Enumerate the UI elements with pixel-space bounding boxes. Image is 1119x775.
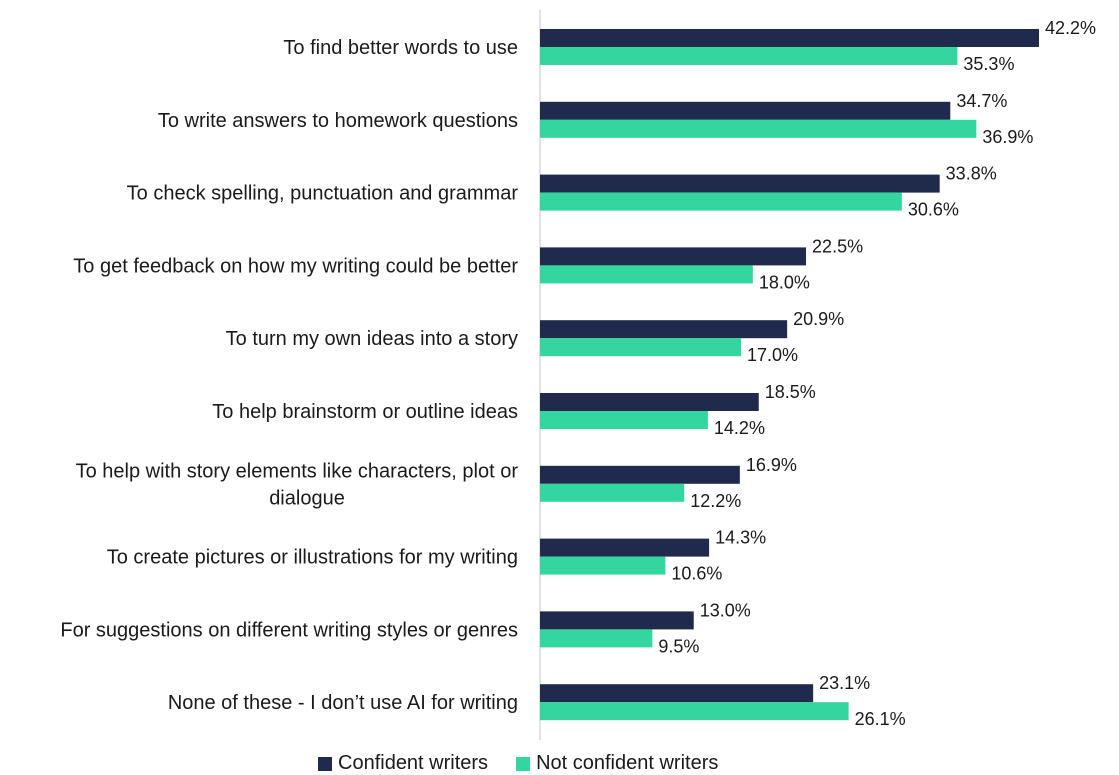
data-label: 34.7%: [956, 91, 1007, 111]
category-label: To help with story elements like charact…: [76, 460, 519, 482]
data-label: 33.8%: [946, 164, 997, 184]
bar: [540, 483, 685, 502]
data-label: 36.9%: [982, 127, 1033, 147]
data-label: 20.9%: [793, 309, 844, 329]
legend-swatch-not-confident: [516, 756, 531, 771]
data-label: 35.3%: [963, 54, 1014, 74]
data-label: 42.2%: [1045, 18, 1096, 38]
bar: [540, 702, 849, 721]
category-label: To find better words to use: [283, 37, 518, 59]
data-label: 13.0%: [700, 600, 751, 620]
data-label: 16.9%: [746, 455, 797, 475]
data-label: 30.6%: [908, 200, 959, 220]
bar: [540, 29, 1039, 47]
legend-swatch-confident: [318, 756, 332, 771]
category-label: dialogue: [269, 487, 345, 509]
bar: [540, 320, 788, 339]
category-label: To check spelling, punctuation and gramm…: [127, 183, 519, 205]
bar: [540, 411, 708, 429]
data-label: 17.0%: [747, 345, 798, 365]
data-label: 14.2%: [714, 418, 765, 438]
bar: [540, 101, 951, 120]
bar-chart: To find better words to use 42.2% 35.3% To …: [60, 10, 1096, 740]
data-label: 22.5%: [812, 236, 863, 256]
category-label: To turn my own ideas into a story: [226, 328, 518, 350]
legend-item-not-confident: Not confident writers: [516, 752, 718, 775]
bar: [540, 538, 710, 557]
bar: [540, 265, 753, 284]
bar: [540, 556, 666, 575]
legend-label-not-confident: Not confident writers: [536, 752, 719, 774]
data-label: 26.1%: [855, 709, 906, 729]
bar: [540, 247, 807, 266]
category-label: For suggestions on different writing sty…: [60, 619, 518, 641]
data-label: 18.5%: [765, 382, 816, 402]
bar: [540, 338, 742, 357]
bar: [540, 119, 977, 138]
legend-label-confident: Confident writers: [338, 752, 489, 774]
data-label: 23.1%: [819, 673, 870, 693]
category-label: To get feedback on how my writing could …: [73, 255, 518, 277]
data-label: 18.0%: [759, 272, 810, 292]
data-label: 10.6%: [671, 564, 722, 584]
legend: Confident writers Not confident writers: [318, 752, 746, 775]
category-label: To write answers to homework questions: [158, 110, 518, 132]
data-label: 12.2%: [690, 491, 741, 511]
category-label: None of these - I don’t use AI for writi…: [168, 692, 518, 714]
data-label: 9.5%: [658, 636, 699, 656]
bar: [540, 174, 940, 193]
bar: [540, 47, 958, 65]
bar: [540, 393, 759, 411]
category-label: To help brainstorm or outline ideas: [212, 401, 518, 423]
category-label: To create pictures or illustrations for …: [107, 547, 518, 569]
bar: [540, 465, 740, 484]
bar: [540, 684, 814, 703]
legend-item-confident: Confident writers: [318, 752, 488, 775]
bar: [540, 611, 694, 630]
bar: [540, 629, 653, 648]
bar: [540, 192, 902, 211]
data-label: 14.3%: [715, 528, 766, 548]
